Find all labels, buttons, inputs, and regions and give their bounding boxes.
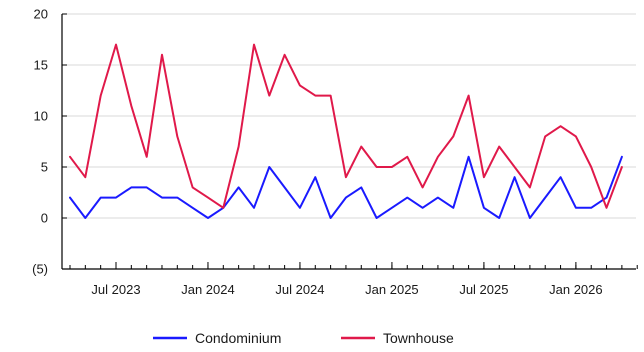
y-tick-label: 15 (34, 58, 48, 73)
legend-label-townhouse: Townhouse (383, 330, 454, 346)
y-tick-label: (5) (32, 262, 48, 277)
x-tick-label: Jan 2026 (549, 282, 603, 297)
x-tick-label: Jan 2024 (181, 282, 235, 297)
legend: Condominium Townhouse (153, 330, 454, 346)
y-tick-label: 20 (34, 7, 48, 22)
y-tick-label: 10 (34, 109, 48, 124)
y-tick-label: 5 (41, 160, 48, 175)
legend-label-condominium: Condominium (195, 330, 281, 346)
series-line-townhouse (69, 43, 623, 209)
x-tick-label: Jul 2023 (91, 282, 140, 297)
series-lines (69, 43, 623, 219)
x-tick-label: Jan 2025 (365, 282, 419, 297)
x-tick-label: Jul 2025 (459, 282, 508, 297)
axes: (5) 0 5 10 15 20 Jul 2023 Jan 2024 Jul 2024 Jan 2… (32, 7, 638, 297)
y-tick-label: 0 (41, 211, 48, 226)
series-line-condominium (69, 155, 623, 219)
x-tick-label: Jul 2024 (275, 282, 324, 297)
